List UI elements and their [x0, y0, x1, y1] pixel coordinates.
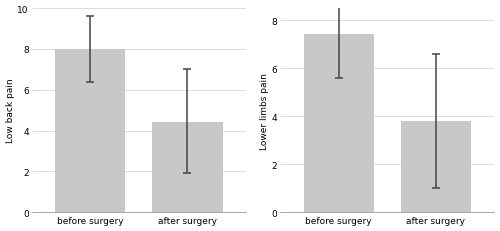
Y-axis label: Lower limbs pain: Lower limbs pain	[260, 72, 269, 149]
Bar	[401, 122, 471, 212]
Bar	[152, 123, 222, 212]
Y-axis label: Low back pain: Low back pain	[6, 79, 15, 143]
Bar	[55, 50, 125, 212]
Bar	[304, 35, 374, 212]
